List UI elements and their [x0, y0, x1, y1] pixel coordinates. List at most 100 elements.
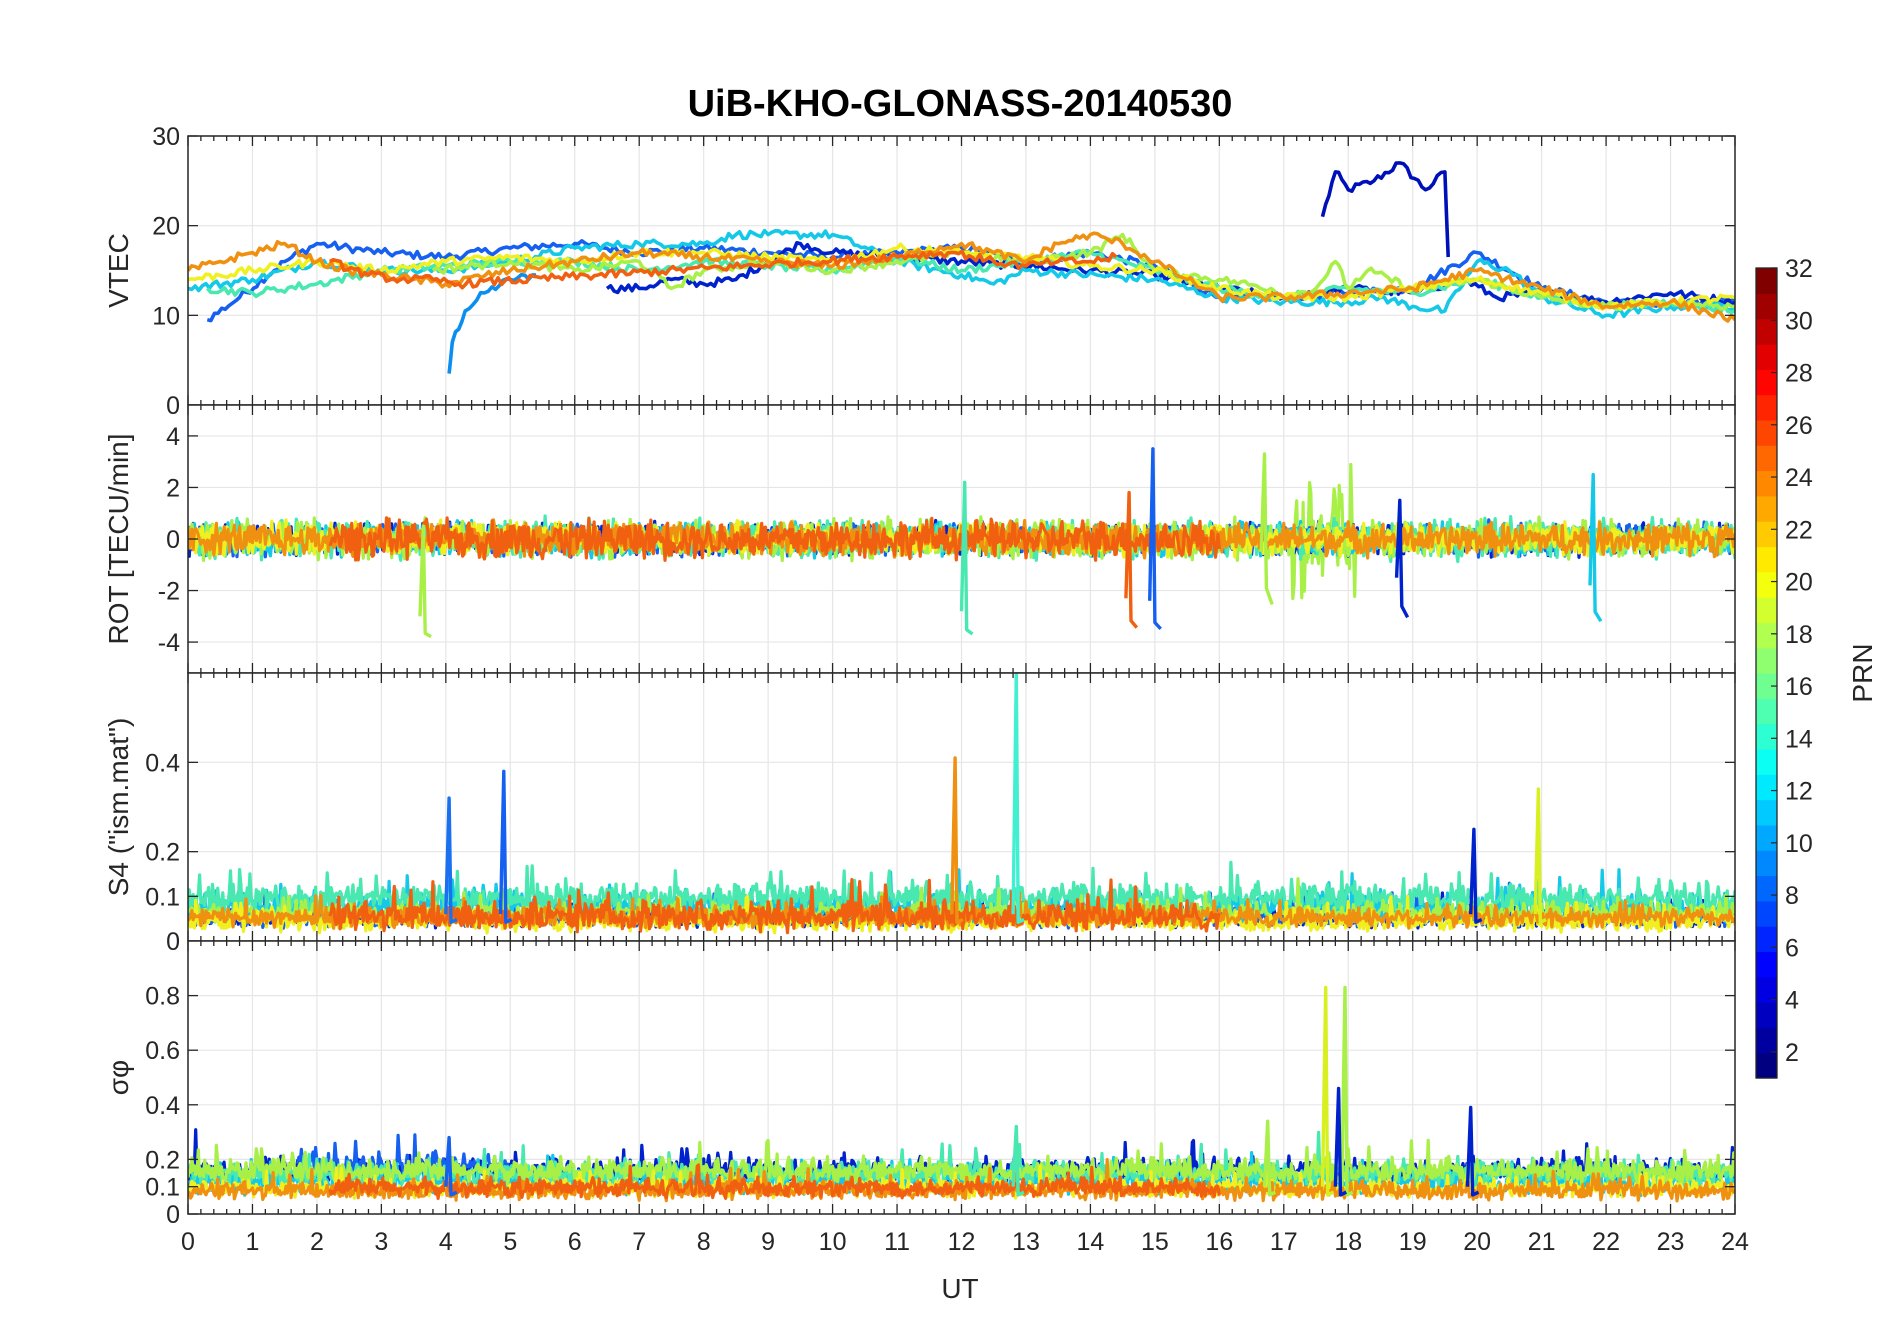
- x-ticks: [187, 136, 1736, 405]
- spike-trace: [444, 1135, 458, 1197]
- colorbar-swatch: [1756, 976, 1777, 1003]
- y-tick-label: 0.4: [145, 1092, 180, 1120]
- x-tick-label: 22: [1592, 1228, 1620, 1256]
- colorbar-tick-label: 30: [1785, 307, 1813, 335]
- x-tick-label: 23: [1657, 1228, 1685, 1256]
- x-tick-label: 12: [948, 1228, 976, 1256]
- y-tick-label: 0.6: [145, 1037, 180, 1065]
- colorbar-tick-label: 14: [1785, 725, 1813, 753]
- y-tick-label: 30: [152, 123, 180, 151]
- x-tick-label: 8: [697, 1228, 711, 1256]
- y-axis-label: ROT [TECU/min]: [103, 433, 134, 644]
- colorbar-swatch: [1756, 748, 1777, 775]
- colorbar-swatch: [1756, 597, 1777, 623]
- spike-trace: [1259, 452, 1274, 605]
- y-tick-label: 0.2: [145, 1146, 180, 1174]
- spike-trace: [1469, 827, 1483, 924]
- colorbar-swatch: [1756, 799, 1777, 826]
- y-axis-label: σφ: [103, 1060, 134, 1095]
- y-ticks: 0 10 20 30: [152, 123, 1735, 420]
- y-axis-label: VTEC: [103, 233, 134, 308]
- x-tick-label: 24: [1721, 1228, 1749, 1256]
- colorbar-tick-label: 22: [1785, 516, 1813, 544]
- x-axis-label: UT: [941, 1273, 978, 1304]
- spike-trace: [1124, 490, 1139, 629]
- colorbar-tick-label: 20: [1785, 569, 1813, 597]
- spike-trace: [498, 769, 513, 924]
- colorbar-swatch: [1756, 647, 1777, 674]
- colorbar-swatch: [1756, 723, 1777, 750]
- colorbar-swatch: [1756, 495, 1777, 522]
- y-tick-label: 20: [152, 213, 180, 241]
- colorbar-tick-label: 16: [1785, 673, 1813, 701]
- x-tick-label: 10: [819, 1228, 847, 1256]
- colorbar-swatch: [1756, 445, 1777, 472]
- colorbar-tick-label: 6: [1785, 934, 1799, 962]
- vtec-line: [1320, 161, 1450, 258]
- colorbar-tick-label: 8: [1785, 882, 1799, 910]
- panel-1: 0 10 20 30 VTEC: [103, 123, 1736, 420]
- colorbar-swatch: [1756, 622, 1777, 649]
- y-tick-label: 0.1: [145, 883, 180, 911]
- colorbar-tick-label: 32: [1785, 255, 1813, 283]
- x-ticks: [187, 941, 1736, 1214]
- colorbar-swatch: [1756, 419, 1777, 446]
- x-tick-label: 7: [632, 1228, 646, 1256]
- y-tick-label: -4: [158, 629, 180, 657]
- colorbar-swatch: [1756, 824, 1777, 851]
- panel-2: -4 -2 0 2 4 ROT [TECU/min]: [103, 404, 1736, 674]
- colorbar-swatch: [1756, 951, 1777, 978]
- colorbar-frame: [1755, 267, 1778, 1079]
- y-ticks: 00.10.2 0.4 0.6 0.8: [145, 983, 1735, 1229]
- x-ticks: [187, 405, 1736, 673]
- x-tick-label: 20: [1463, 1228, 1491, 1256]
- x-tick-label: 19: [1399, 1228, 1427, 1256]
- spike-trace: [1340, 985, 1354, 1197]
- colorbar-swatch: [1756, 293, 1777, 320]
- y-tick-label: 0.1: [145, 1174, 180, 1202]
- y-tick-label: 0.8: [145, 983, 180, 1011]
- colorbar-tick-label: 28: [1785, 360, 1813, 388]
- series-trace: [328, 516, 1221, 562]
- spike-trace: [418, 524, 432, 639]
- panel-data: [188, 161, 1735, 374]
- x-tick-label: 21: [1528, 1228, 1556, 1256]
- spike-trace: [444, 796, 458, 924]
- spike-trace: [1262, 1119, 1277, 1197]
- x-tick-label: 3: [374, 1228, 388, 1256]
- y-ticks: -4 -2 0 2 4: [158, 423, 1735, 657]
- x-tick-label: 15: [1141, 1228, 1169, 1256]
- panel-data: [188, 985, 1735, 1203]
- panel-3: 0 0.1 0.2 0.4 S4 ("ism.mat"): [103, 672, 1736, 956]
- spike-trace: [1011, 673, 1025, 924]
- colorbar-swatch: [1756, 546, 1777, 573]
- spike-trace: [1333, 1086, 1348, 1197]
- colorbar-swatch: [1756, 698, 1777, 725]
- y-tick-label: 2: [166, 474, 180, 502]
- colorbar-tick-label: 10: [1785, 830, 1813, 858]
- y-tick-label: 0: [166, 928, 180, 956]
- x-tick-label: 14: [1077, 1228, 1105, 1256]
- colorbar-swatch: [1756, 470, 1777, 497]
- colorbar-swatch: [1756, 1002, 1777, 1028]
- vtec-line: [206, 239, 1735, 323]
- colorbar-swatch: [1756, 1052, 1777, 1079]
- x-tick-label: 16: [1205, 1228, 1233, 1256]
- y-tick-label: 0: [166, 526, 180, 554]
- series-trace: [328, 878, 1221, 935]
- x-tick-labels: 0 1 2 3 4 5 6 7 8 9 10 11 12 13 14 15 16 17 18 19 20 21 22 23 24: [181, 1228, 1749, 1256]
- chart-title: UiB-KHO-GLONASS-20140530: [688, 83, 1233, 125]
- y-tick-label: 0: [166, 1201, 180, 1229]
- y-tick-label: 0.2: [145, 839, 180, 867]
- x-tick-label: 13: [1012, 1228, 1040, 1256]
- colorbar-tick-label: 4: [1785, 987, 1799, 1015]
- colorbar-swatch: [1756, 774, 1777, 801]
- colorbar-swatch: [1756, 926, 1777, 953]
- vtec-line: [188, 231, 1735, 323]
- spike-trace: [950, 756, 964, 924]
- panel-data: [188, 447, 1735, 639]
- x-tick-label: 2: [310, 1228, 324, 1256]
